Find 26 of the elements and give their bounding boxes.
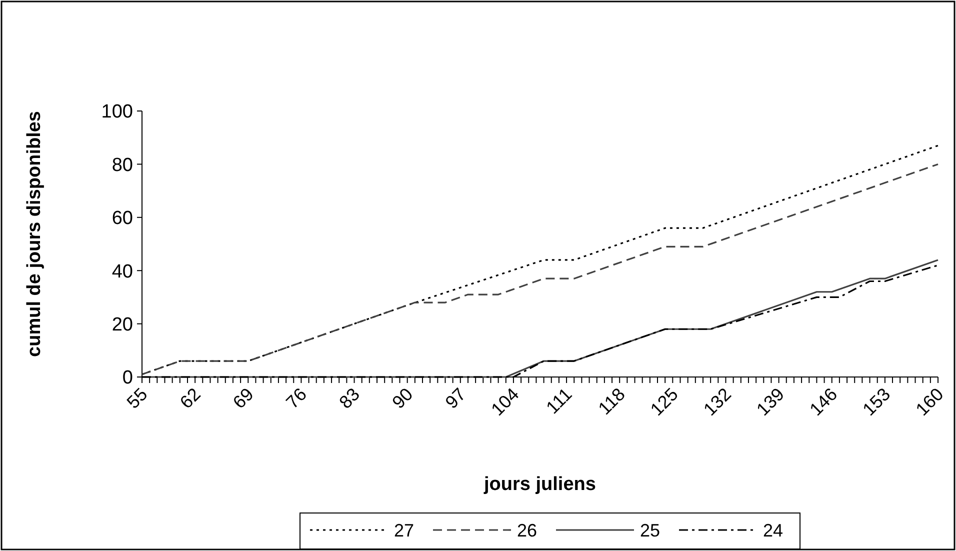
x-tick-label: 153 <box>858 384 894 420</box>
x-tick-label: 97 <box>441 384 470 412</box>
y-tick-label: 40 <box>112 261 133 282</box>
y-tick-label: 80 <box>112 154 133 176</box>
x-tick-label: 139 <box>752 384 788 420</box>
x-axis-title: jours juliens <box>483 474 596 495</box>
y-tick-label: 100 <box>101 102 133 123</box>
x-tick-label: 90 <box>388 384 417 412</box>
legend-label: 25 <box>640 520 660 540</box>
y-axis-title: cumul de jours disponibles <box>24 111 45 357</box>
x-tick-label: 160 <box>912 384 948 420</box>
x-tick-label: 146 <box>806 384 842 420</box>
legend-label: 26 <box>517 520 538 540</box>
x-tick-label: 76 <box>282 384 310 412</box>
legend-label: 27 <box>394 520 414 540</box>
x-tick-label: 111 <box>542 384 576 418</box>
legend-label: 24 <box>763 520 784 540</box>
x-tick-label: 69 <box>229 384 258 412</box>
x-tick-label: 104 <box>487 384 523 420</box>
x-tick-label: 118 <box>594 384 629 419</box>
x-tick-label: 125 <box>646 384 682 420</box>
y-tick-label: 20 <box>112 314 133 336</box>
x-tick-label: 132 <box>700 384 736 420</box>
x-tick-label: 62 <box>176 384 204 412</box>
y-tick-label: 60 <box>112 208 133 230</box>
x-tick-label: 83 <box>335 384 364 412</box>
